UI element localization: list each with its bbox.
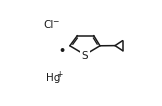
Text: •: • [59,46,66,56]
Text: Cl: Cl [43,20,54,30]
Text: Hg: Hg [46,73,60,83]
Text: S: S [82,51,88,61]
Text: +: + [56,70,62,79]
Text: −: − [52,17,59,26]
